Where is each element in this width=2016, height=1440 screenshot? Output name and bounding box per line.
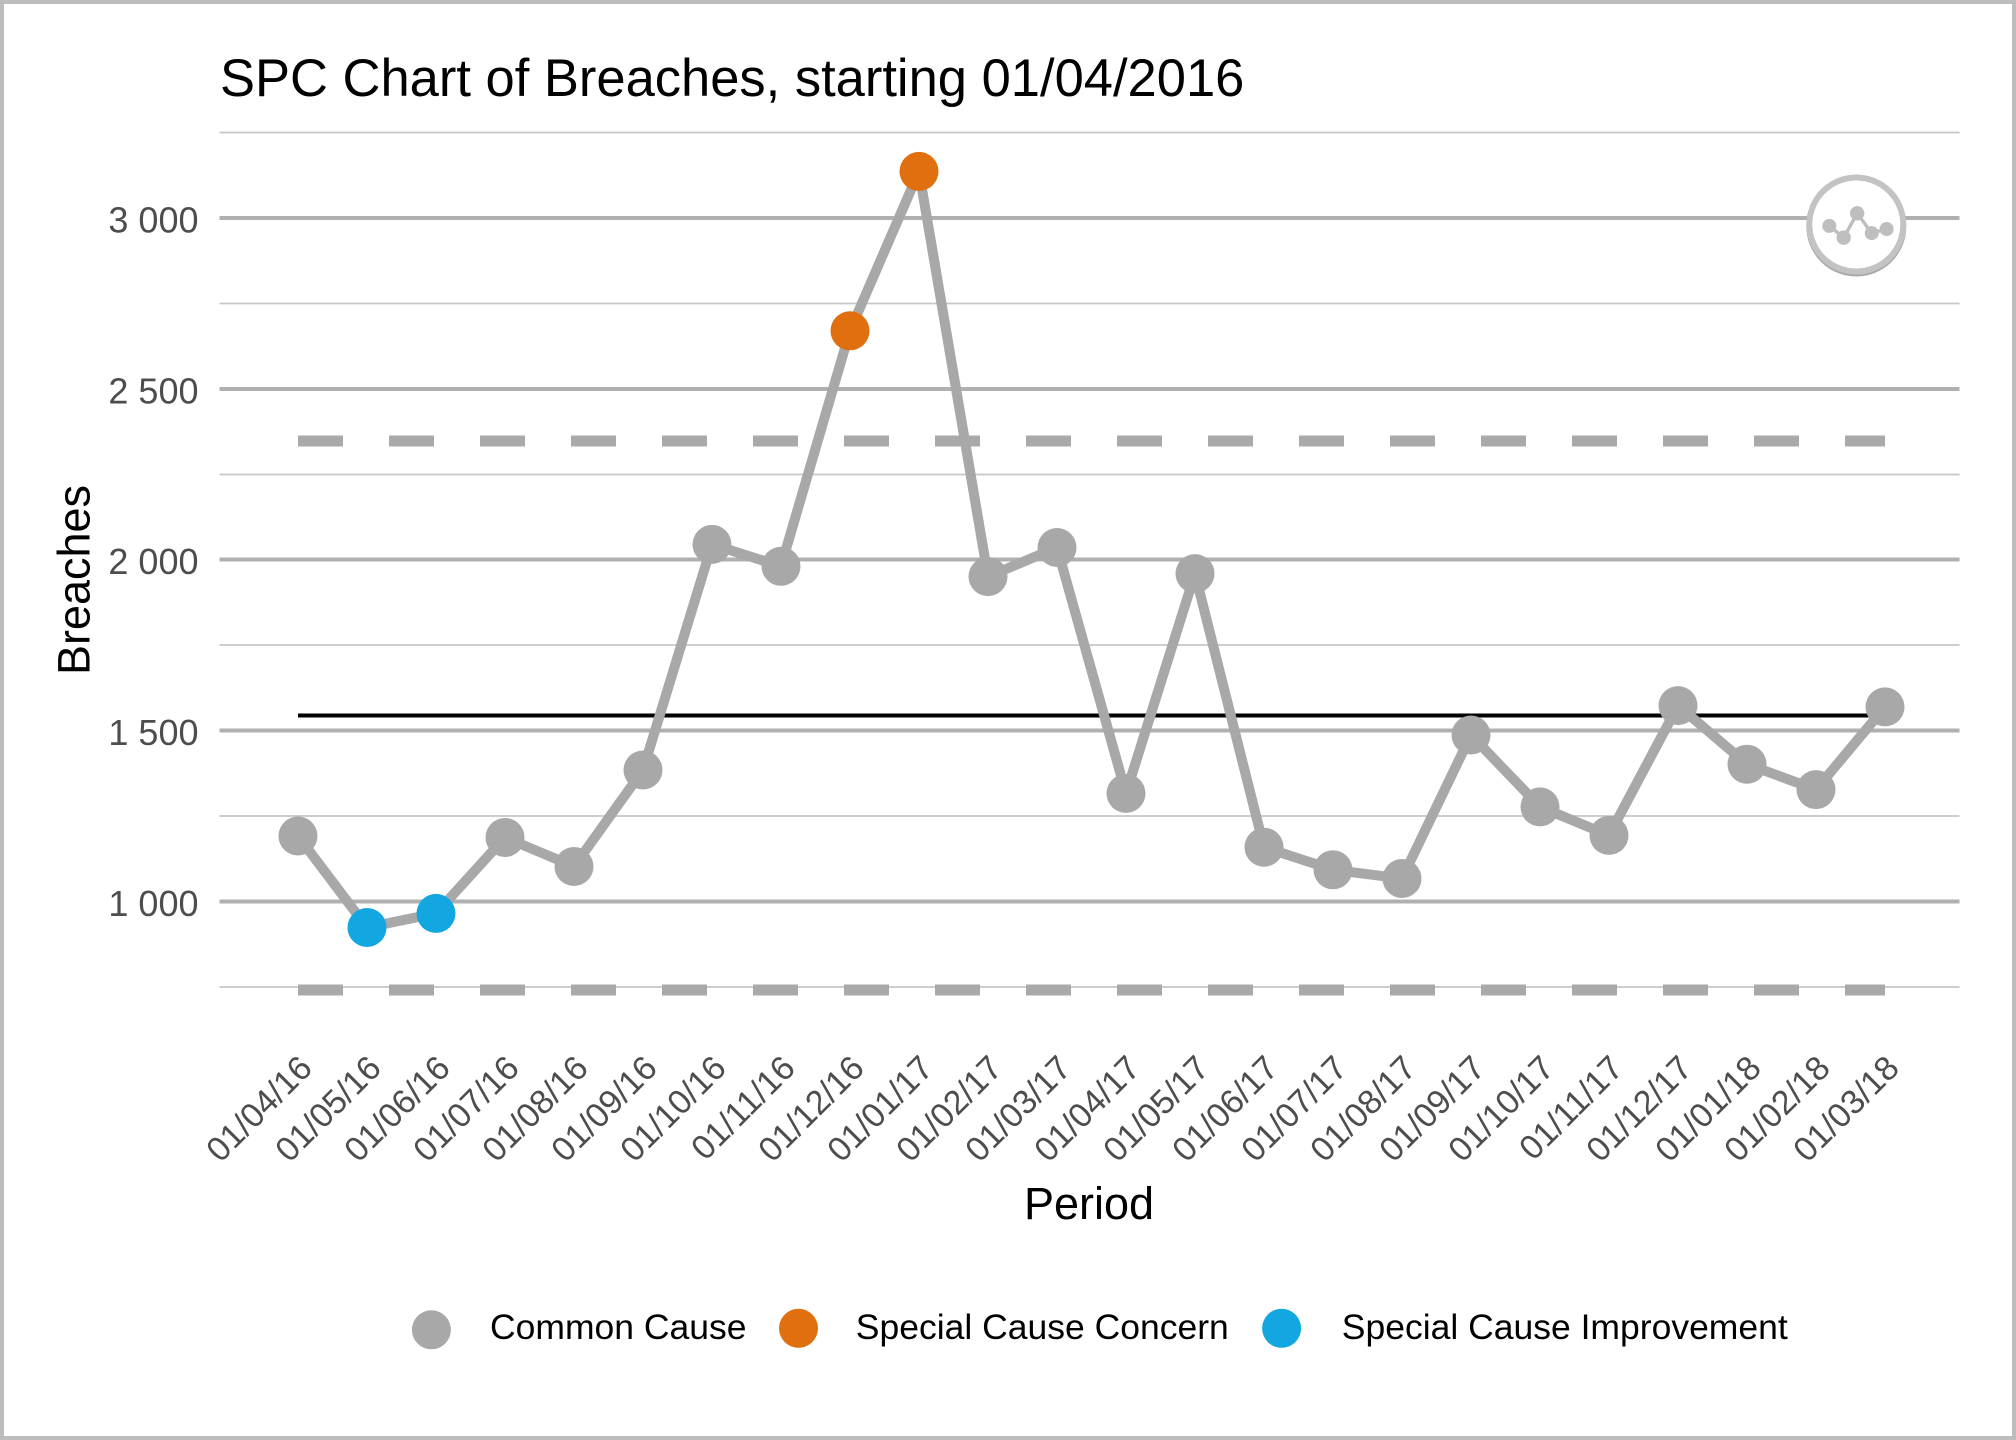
svg-text:Period: Period <box>1024 1178 1154 1229</box>
svg-text:1 000: 1 000 <box>108 883 198 924</box>
svg-text:Special Cause Improvement: Special Cause Improvement <box>1342 1307 1788 1347</box>
svg-text:3 000: 3 000 <box>108 200 198 241</box>
svg-text:Special Cause Concern: Special Cause Concern <box>856 1307 1229 1347</box>
svg-text:2 000: 2 000 <box>108 541 198 582</box>
svg-text:Breaches: Breaches <box>49 485 100 675</box>
svg-text:1 500: 1 500 <box>108 712 198 753</box>
svg-text:2 500: 2 500 <box>108 371 198 412</box>
svg-text:SPC Chart of Breaches, startin: SPC Chart of Breaches, starting 01/04/20… <box>220 49 1244 108</box>
svg-text:Common Cause: Common Cause <box>490 1307 747 1347</box>
